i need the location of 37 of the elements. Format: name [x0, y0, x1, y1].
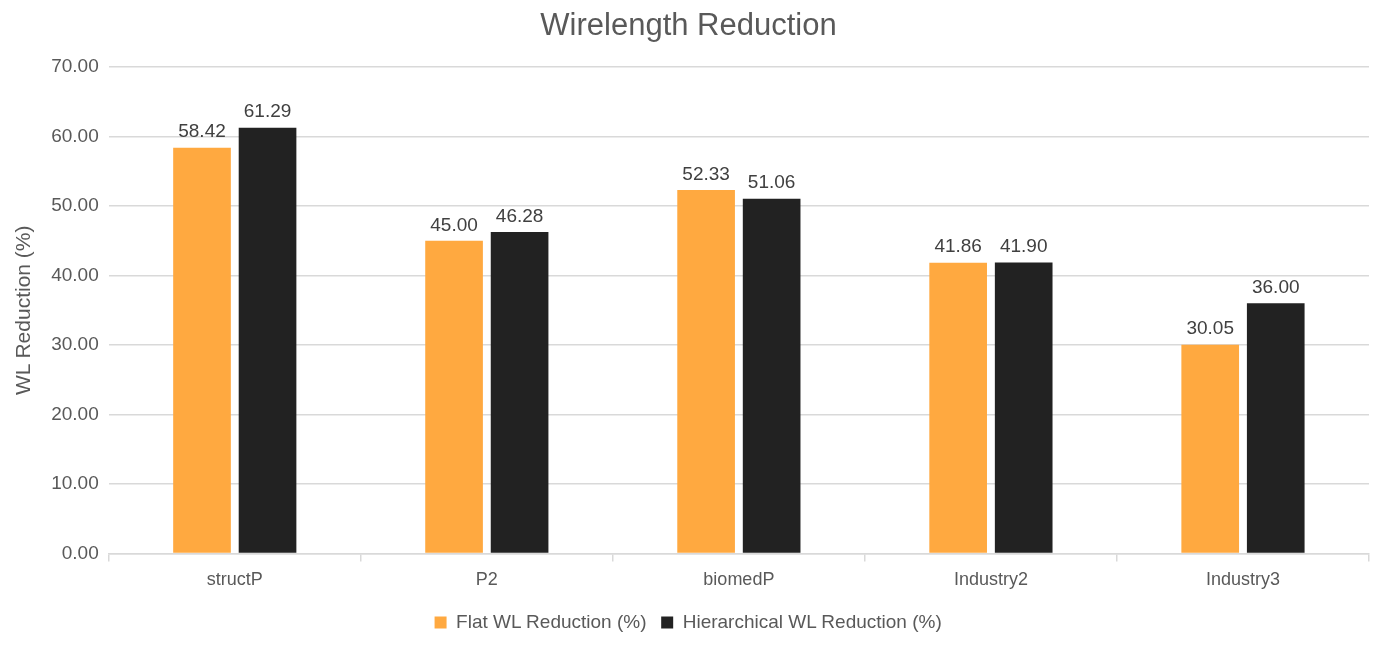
y-axis-title: WL Reduction (%) [11, 225, 35, 396]
x-tick-label: structP [206, 569, 263, 590]
data-label: 41.90 [999, 235, 1048, 257]
bar [1181, 344, 1240, 553]
x-tick-label: biomedP [703, 569, 775, 590]
chart-title: Wirelength Reduction [540, 7, 837, 43]
x-tick-label: P2 [475, 569, 498, 590]
x-tick-label: Industry2 [953, 569, 1028, 590]
bar [425, 240, 483, 553]
bar [1246, 303, 1305, 553]
y-tick-label: 10.00 [51, 472, 99, 494]
y-tick-label: 40.00 [51, 263, 99, 285]
y-tick-label: 60.00 [51, 124, 99, 146]
data-label: 58.42 [178, 120, 226, 142]
bar [677, 189, 735, 553]
y-tick-label: 0.00 [61, 541, 99, 563]
bar [742, 198, 801, 553]
data-label: 41.86 [934, 235, 982, 257]
bar [994, 262, 1053, 553]
bar [490, 231, 549, 553]
data-label: 46.28 [495, 204, 544, 226]
bar [238, 127, 297, 553]
y-tick-label: 30.00 [51, 333, 99, 355]
data-label: 51.06 [747, 171, 796, 193]
y-tick-label: 20.00 [51, 402, 99, 424]
data-label: 30.05 [1186, 317, 1234, 339]
data-label: 52.33 [682, 162, 730, 184]
y-tick-label: 70.00 [51, 55, 99, 77]
bar [173, 147, 231, 553]
data-label: 45.00 [430, 213, 478, 235]
bar [929, 262, 987, 553]
legend-label: Flat WL Reduction (%) [456, 610, 647, 632]
legend-label: Hierarchical WL Reduction (%) [682, 610, 942, 632]
data-label: 61.29 [243, 100, 292, 122]
data-label: 36.00 [1251, 276, 1300, 298]
y-tick-label: 50.00 [51, 194, 99, 216]
x-tick-label: Industry3 [1205, 569, 1280, 590]
